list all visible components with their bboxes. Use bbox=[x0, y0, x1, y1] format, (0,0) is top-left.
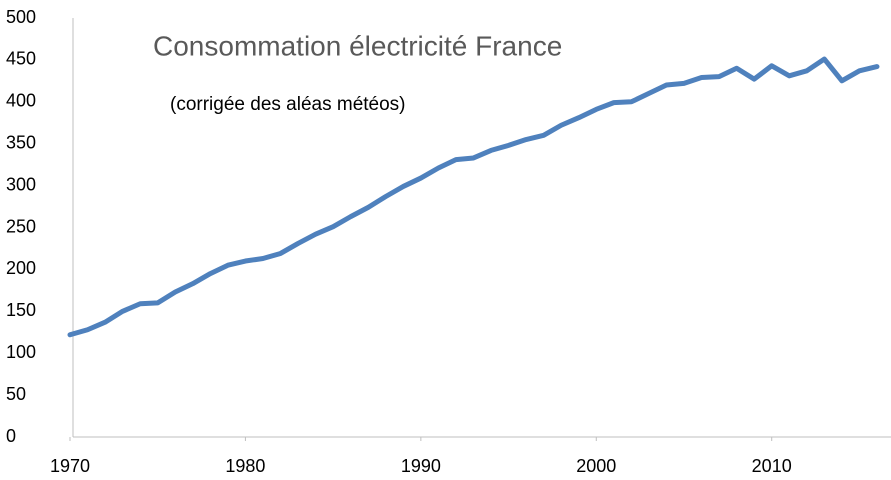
y-tick-label: 500 bbox=[6, 7, 36, 27]
y-tick-label: 200 bbox=[6, 258, 36, 278]
x-tick-label: 2010 bbox=[752, 456, 792, 476]
x-tick-label: 2000 bbox=[576, 456, 616, 476]
x-tick-label: 1970 bbox=[50, 456, 90, 476]
y-tick-label: 100 bbox=[6, 342, 36, 362]
y-tick-label: 400 bbox=[6, 91, 36, 111]
y-tick-label: 50 bbox=[6, 384, 26, 404]
x-tick-label: 1990 bbox=[401, 456, 441, 476]
y-tick-label: 250 bbox=[6, 216, 36, 236]
chart-subtitle: (corrigée des aléas météos) bbox=[170, 94, 406, 115]
x-tick-label: 1980 bbox=[225, 456, 265, 476]
y-tick-label: 350 bbox=[6, 132, 36, 152]
series-line bbox=[67, 56, 880, 338]
y-tick-label: 150 bbox=[6, 300, 36, 320]
y-tick-label: 300 bbox=[6, 174, 36, 194]
chart-title: Consommation électricité France bbox=[153, 30, 562, 61]
y-tick-label: 0 bbox=[6, 426, 16, 446]
y-tick-label: 450 bbox=[6, 49, 36, 69]
